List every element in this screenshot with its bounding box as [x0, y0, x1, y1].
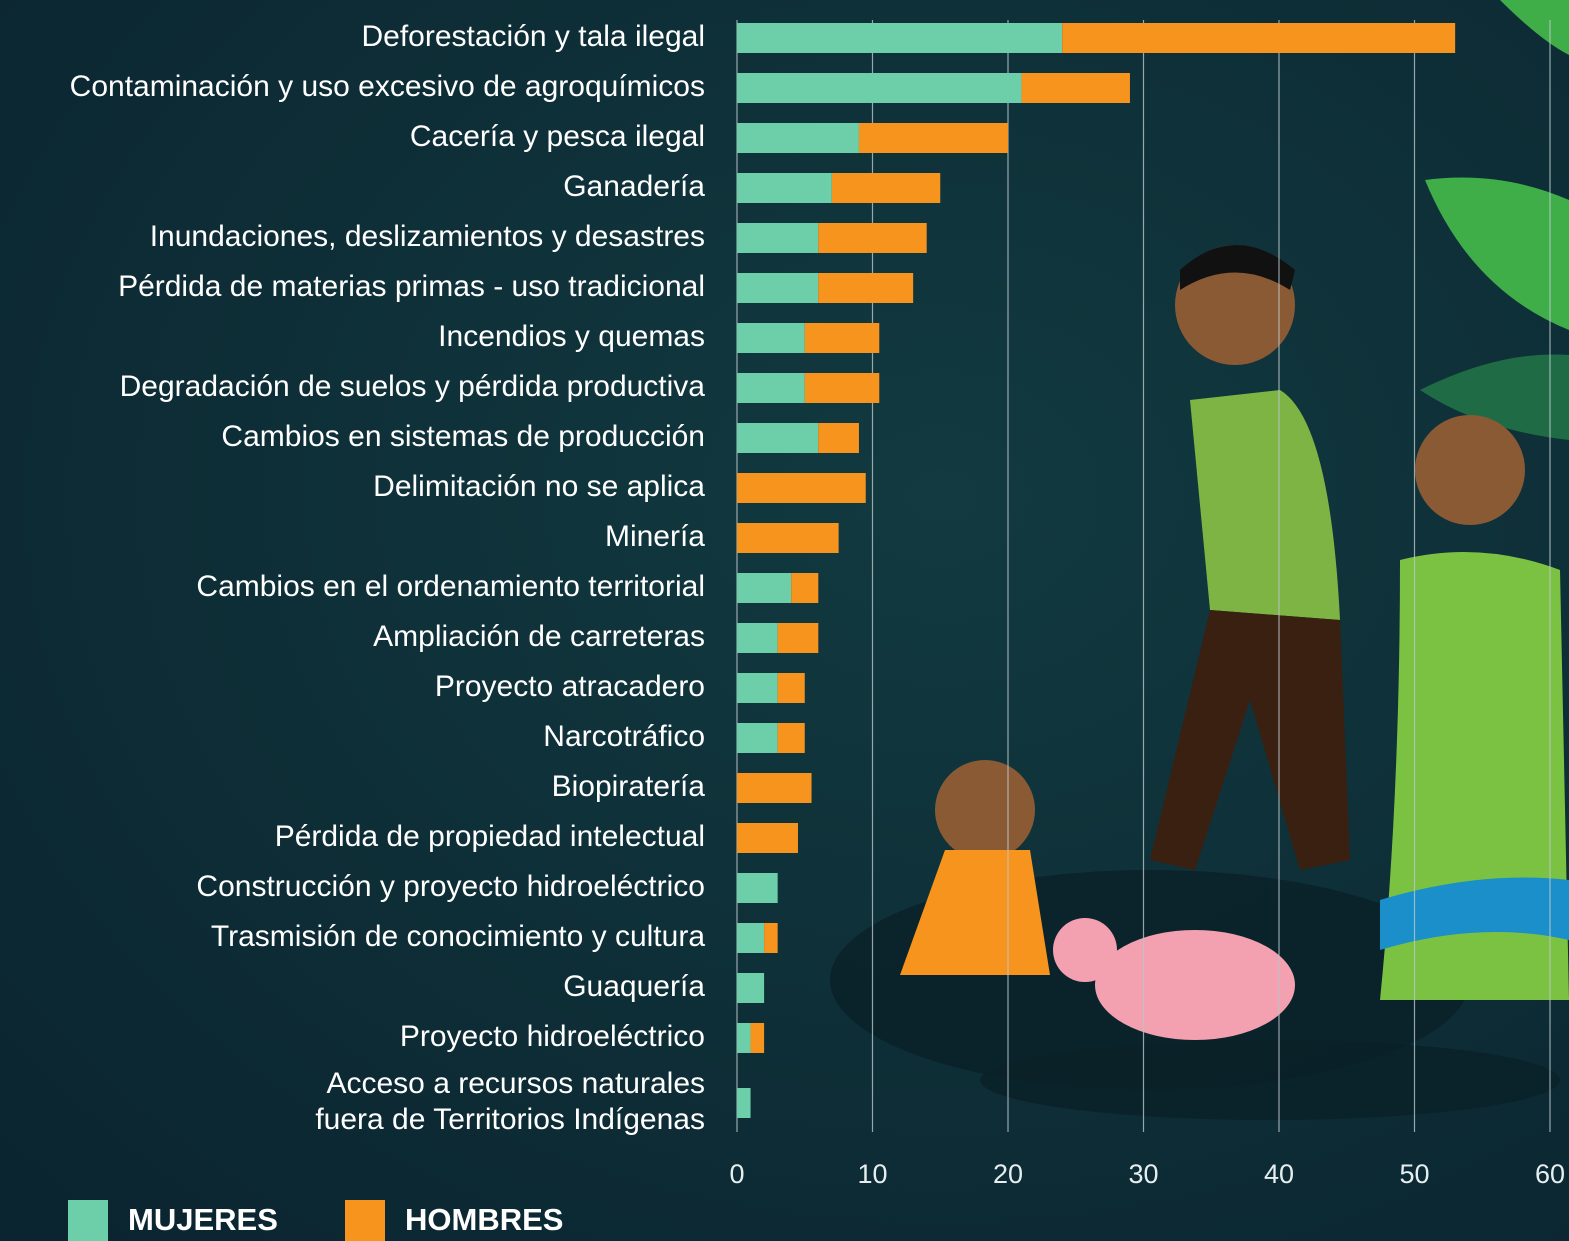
bar-segment [818, 273, 914, 303]
bar-segment [737, 823, 798, 853]
bar-segment [737, 223, 819, 253]
x-tick-label: 40 [1264, 1159, 1294, 1189]
category-label: Proyecto hidroeléctrico [400, 1020, 705, 1053]
bar-segment [737, 273, 819, 303]
category-label: Incendios y quemas [438, 320, 705, 353]
bar-segment [737, 573, 792, 603]
bar-segment [737, 1023, 751, 1053]
x-tick-label: 60 [1535, 1159, 1565, 1189]
bar-segment [1062, 23, 1456, 53]
category-label: Trasmisión de conocimiento y cultura [211, 920, 705, 953]
bar-segment [804, 373, 880, 403]
x-tick-label: 50 [1399, 1159, 1429, 1189]
category-label: Cacería y pesca ilegal [410, 120, 705, 153]
bar-segment [737, 673, 778, 703]
x-tick-label: 30 [1128, 1159, 1158, 1189]
bar-segment [791, 573, 819, 603]
category-label: Proyecto atracadero [435, 670, 705, 703]
bar-segment [737, 873, 778, 903]
bars [737, 23, 1456, 1118]
bar-segment [737, 173, 832, 203]
legend-swatch [345, 1200, 385, 1241]
bar-segment [737, 473, 866, 503]
category-label: Contaminación y uso excesivo de agroquím… [70, 70, 705, 103]
legend-label: HOMBRES [405, 1202, 563, 1237]
category-label: Degradación de suelos y pérdida producti… [120, 370, 706, 403]
bar-segment [737, 73, 1022, 103]
bar-segment [777, 723, 805, 753]
bar-segment [818, 423, 859, 453]
bar-segment [737, 723, 778, 753]
category-label: Guaquería [563, 970, 705, 1003]
bar-segment [804, 323, 880, 353]
bar-segment [737, 423, 819, 453]
bar-segment [737, 373, 805, 403]
legend-swatch [68, 1200, 108, 1241]
bar-segment [777, 673, 805, 703]
category-label: Narcotráfico [543, 720, 705, 753]
bar-segment [737, 1088, 751, 1118]
category-label: Acceso a recursos naturales fuera de Terr… [315, 1067, 705, 1136]
bar-segment [858, 123, 1008, 153]
bar-segment [818, 223, 927, 253]
bar-segment [737, 523, 839, 553]
category-label: Deforestación y tala ilegal [361, 20, 705, 53]
category-label: Minería [605, 520, 705, 553]
bar-segment [737, 323, 805, 353]
bar-segment [737, 123, 859, 153]
x-tick-label: 10 [857, 1159, 887, 1189]
legend-label: MUJERES [128, 1202, 278, 1237]
category-label: Ganadería [563, 170, 705, 203]
bar-segment [737, 973, 765, 1003]
category-label: Cambios en el ordenamiento territorial [196, 570, 705, 603]
category-label: Cambios en sistemas de producción [221, 420, 705, 453]
category-label: Ampliación de carreteras [373, 620, 705, 653]
category-label: Pérdida de materias primas - uso tradici… [118, 270, 705, 303]
category-label: Delimitación no se aplica [373, 470, 705, 503]
category-label: Pérdida de propiedad intelectual [275, 820, 705, 853]
bar-segment [750, 1023, 765, 1053]
category-label: Inundaciones, deslizamientos y desastres [150, 220, 705, 253]
x-tick-label: 0 [729, 1159, 744, 1189]
labels: 0 10 20 30 40 50 60 Deforestación y tala ilegal… [68, 20, 1565, 1241]
bar-segment [737, 773, 812, 803]
bar-segment [737, 923, 765, 953]
bar-segment [737, 623, 778, 653]
x-tick-label: 20 [993, 1159, 1023, 1189]
bar-segment [737, 23, 1063, 53]
bar-segment [777, 623, 819, 653]
bar-segment [764, 923, 778, 953]
category-label: Biopiratería [552, 770, 706, 803]
bar-segment [1021, 73, 1130, 103]
bar-segment [831, 173, 941, 203]
category-label: Construcción y proyecto hidroeléctrico [196, 870, 705, 903]
